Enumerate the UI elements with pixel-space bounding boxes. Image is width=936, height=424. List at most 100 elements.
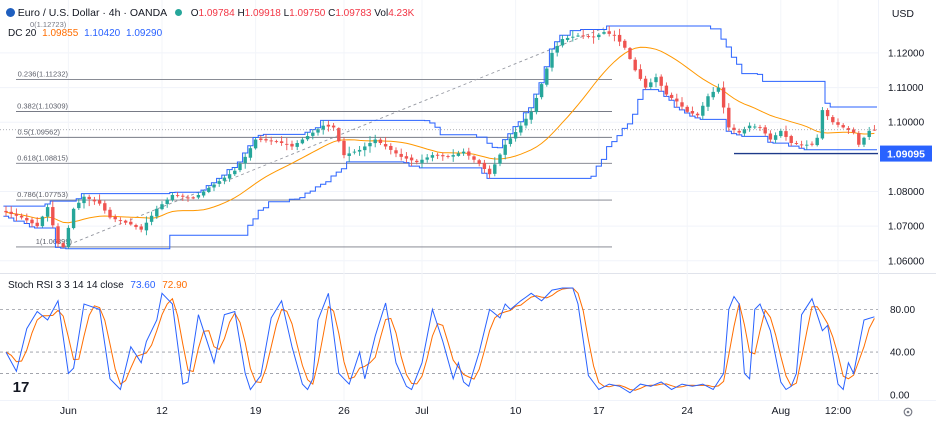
candle bbox=[721, 81, 726, 114]
candle-body bbox=[768, 133, 773, 140]
candle bbox=[675, 93, 679, 108]
fib-origin-label: 0(1.12723) bbox=[30, 20, 67, 29]
candle bbox=[649, 78, 653, 90]
candle-body bbox=[222, 177, 227, 181]
candle-body bbox=[503, 144, 507, 155]
candle bbox=[248, 145, 253, 161]
candle bbox=[51, 201, 55, 228]
fib-level-label: 0.618(1.08815) bbox=[17, 153, 68, 162]
candle bbox=[586, 34, 591, 39]
candle bbox=[326, 120, 331, 132]
candle-body bbox=[123, 220, 128, 223]
candle-body bbox=[331, 125, 336, 128]
candle bbox=[784, 125, 788, 141]
candle-body bbox=[25, 217, 29, 221]
candle bbox=[352, 149, 357, 155]
candle bbox=[279, 136, 284, 146]
price-axis-label: 1.07000 bbox=[888, 222, 925, 233]
candle-body bbox=[425, 157, 429, 160]
candle bbox=[451, 149, 455, 162]
candle bbox=[825, 108, 830, 120]
settings-gear-icon[interactable] bbox=[903, 407, 913, 417]
candle bbox=[467, 147, 471, 160]
candle-body bbox=[19, 215, 24, 218]
candle-body bbox=[747, 125, 752, 129]
candle-body bbox=[186, 197, 190, 199]
high-value: 1.09918 bbox=[244, 8, 281, 19]
candle bbox=[571, 30, 575, 42]
candle-body bbox=[565, 37, 570, 40]
candle bbox=[383, 137, 388, 150]
candle-body bbox=[248, 148, 253, 158]
candle bbox=[685, 105, 689, 113]
candle bbox=[482, 159, 487, 174]
candle-body bbox=[581, 35, 585, 37]
candle bbox=[519, 121, 523, 136]
candle-body bbox=[825, 110, 830, 117]
time-axis-label: 12 bbox=[156, 405, 168, 417]
candle-body bbox=[51, 207, 55, 226]
candle-body bbox=[753, 126, 757, 128]
candle-body bbox=[300, 139, 305, 144]
candle-body bbox=[430, 155, 435, 158]
candle bbox=[123, 219, 128, 225]
candle-body bbox=[628, 48, 632, 59]
candle-body bbox=[857, 133, 861, 145]
donchian-legend[interactable]: DC 20 1.09855 1.10420 1.09290 bbox=[8, 28, 162, 39]
candle bbox=[680, 97, 684, 110]
candle bbox=[456, 150, 461, 157]
candle bbox=[435, 152, 440, 160]
low-value: 1.09750 bbox=[289, 8, 326, 19]
candle-body bbox=[368, 143, 372, 147]
candle-body bbox=[285, 143, 289, 145]
close-label: C bbox=[328, 8, 336, 19]
symbol-title[interactable]: Euro / U.S. Dollar · 4h · OANDA bbox=[17, 7, 168, 19]
candle-body bbox=[363, 146, 367, 151]
candle-body bbox=[316, 129, 320, 133]
candle-body bbox=[789, 136, 793, 143]
candle-body bbox=[77, 202, 81, 209]
candle-body bbox=[409, 157, 414, 161]
candle bbox=[160, 201, 164, 211]
candle-body bbox=[597, 34, 601, 38]
candle bbox=[378, 137, 383, 146]
candle bbox=[316, 127, 320, 136]
candle-body bbox=[175, 195, 180, 197]
candle-body bbox=[66, 227, 71, 247]
currency-selector[interactable]: USD bbox=[891, 8, 914, 20]
candle-body bbox=[144, 222, 149, 231]
candle-body bbox=[649, 82, 653, 88]
open-label: O bbox=[190, 8, 199, 19]
candle-body bbox=[56, 226, 60, 244]
candle bbox=[97, 194, 102, 206]
candle bbox=[87, 194, 91, 207]
candle-body bbox=[71, 208, 76, 229]
candle bbox=[92, 196, 97, 205]
candle-body bbox=[321, 125, 325, 130]
candle bbox=[857, 131, 861, 148]
candle bbox=[493, 157, 497, 177]
candle bbox=[82, 193, 86, 209]
stoch-rsi-legend[interactable]: Stoch RSI 3 3 14 14 close 73.60 72.90 bbox=[8, 280, 187, 291]
candle-body bbox=[841, 125, 845, 128]
candle bbox=[602, 29, 606, 35]
candle bbox=[498, 153, 502, 167]
candle bbox=[243, 153, 247, 169]
candle-body bbox=[638, 69, 643, 79]
candle-body bbox=[763, 127, 767, 134]
time-axis-label: 12:00 bbox=[825, 405, 851, 417]
candle-body bbox=[477, 160, 481, 164]
candle bbox=[810, 141, 814, 147]
candle bbox=[337, 127, 341, 143]
candle-body bbox=[129, 221, 133, 225]
candle bbox=[290, 140, 294, 151]
candle bbox=[311, 129, 315, 140]
candle-body bbox=[435, 154, 440, 156]
logo-text: 17 bbox=[13, 379, 30, 396]
candle-body bbox=[545, 68, 549, 85]
candle bbox=[19, 213, 24, 220]
candle bbox=[690, 106, 695, 117]
donchian-label: DC 20 bbox=[8, 28, 37, 39]
candle bbox=[654, 73, 658, 88]
